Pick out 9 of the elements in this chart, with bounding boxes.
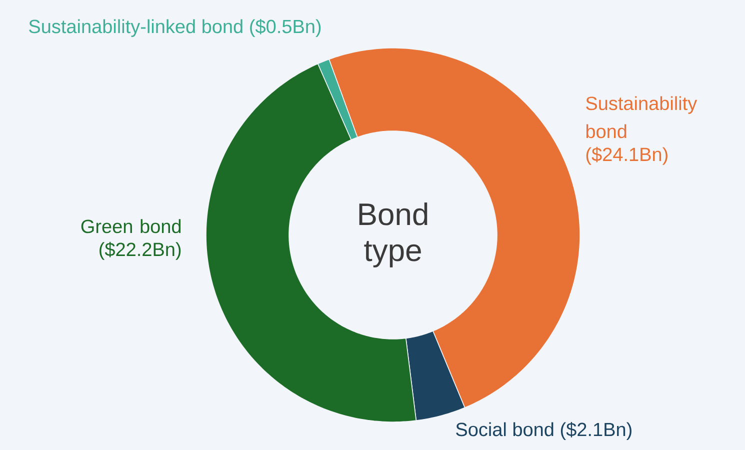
slice-label: Green bond: [81, 219, 181, 234]
slice-label: Sustainability bond: [586, 96, 698, 138]
text: Bond type: [359, 202, 428, 268]
slice-label: Sustainability-linked bond: [29, 19, 242, 37]
slice-label: Social bond: [456, 422, 554, 436]
data-label: ($24.1Bn): [586, 146, 668, 165]
data-label: ($2.1Bn): [560, 422, 632, 440]
data-label: ($22.2Bn): [100, 242, 181, 260]
data-label: ($0.5Bn): [250, 19, 321, 37]
